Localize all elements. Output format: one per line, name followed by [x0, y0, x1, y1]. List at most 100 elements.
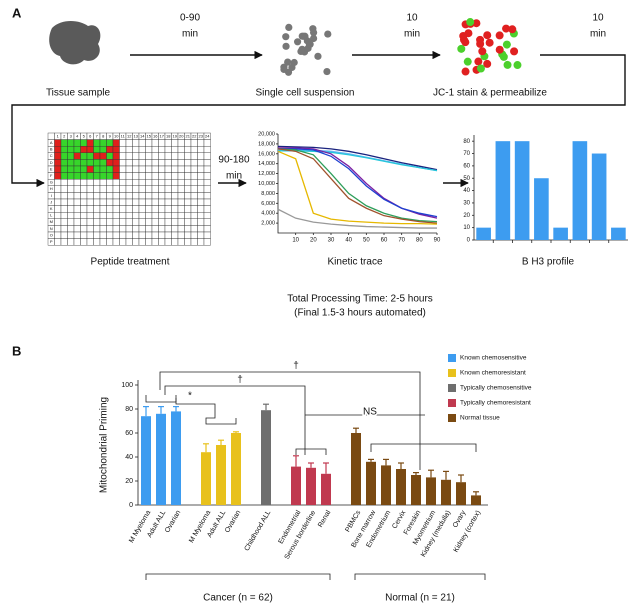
well [106, 178, 114, 186]
well [60, 218, 68, 226]
well [177, 178, 185, 186]
well [86, 198, 94, 206]
well [106, 205, 114, 213]
well [99, 192, 107, 200]
well [197, 218, 205, 226]
well [112, 172, 120, 180]
time-label: 0-90 [180, 13, 200, 24]
well [86, 238, 94, 246]
well [67, 198, 75, 206]
well [119, 172, 127, 180]
well [80, 231, 88, 239]
well [86, 152, 94, 160]
well [99, 198, 107, 206]
well [177, 211, 185, 219]
well [158, 205, 166, 213]
cell [483, 59, 492, 68]
y-axis-label: Mitochondrial Priming [99, 397, 110, 493]
well [106, 172, 114, 180]
well [80, 185, 88, 193]
well [112, 205, 120, 213]
y-tick-label: 10 [463, 225, 470, 231]
well [197, 205, 205, 213]
well [60, 159, 68, 167]
well [164, 211, 172, 219]
well [125, 145, 133, 153]
well [184, 238, 192, 246]
well [171, 218, 179, 226]
well [119, 159, 127, 167]
well [80, 178, 88, 186]
well [151, 178, 159, 186]
cell [502, 24, 511, 33]
y-tick-label: 80 [463, 139, 470, 145]
well [60, 185, 68, 193]
well [171, 152, 179, 160]
well [197, 165, 205, 173]
well [125, 218, 133, 226]
well [99, 205, 107, 213]
legend-label: Known chemoresistant [460, 370, 526, 377]
trace-line [278, 148, 438, 218]
well [158, 159, 166, 167]
well [184, 198, 192, 206]
well [54, 231, 62, 239]
cell [495, 45, 504, 54]
trace-line [277, 150, 438, 225]
well [197, 145, 205, 153]
legend-swatch [448, 354, 456, 362]
well [203, 185, 211, 193]
well [203, 238, 211, 246]
well [125, 198, 133, 206]
well [119, 238, 127, 246]
well [80, 218, 88, 226]
well [67, 238, 75, 246]
plate-column: 19 [173, 133, 178, 138]
well [93, 225, 101, 233]
well [184, 225, 192, 233]
well [60, 211, 68, 219]
well [203, 218, 211, 226]
plate-column: 8 [102, 133, 105, 138]
well [119, 198, 127, 206]
well [119, 165, 127, 173]
cell [461, 38, 470, 47]
cell [282, 33, 290, 41]
well [125, 152, 133, 160]
well [138, 159, 146, 167]
well [145, 218, 153, 226]
well [73, 145, 81, 153]
well [145, 198, 153, 206]
well [93, 152, 101, 160]
plate-column: 21 [186, 133, 191, 138]
y-tick-label: 6,000 [261, 201, 275, 207]
well [80, 152, 88, 160]
well [158, 145, 166, 153]
cell [474, 57, 483, 66]
well [60, 139, 68, 147]
well [164, 231, 172, 239]
time-label: min [590, 29, 606, 40]
well [145, 185, 153, 193]
well [158, 225, 166, 233]
well [197, 231, 205, 239]
well [177, 225, 185, 233]
well [177, 198, 185, 206]
well [190, 145, 198, 153]
well [106, 145, 114, 153]
y-tick-label: 60 [463, 163, 470, 169]
well [145, 172, 153, 180]
x-tick-label: 10 [292, 238, 299, 244]
well [145, 152, 153, 160]
well [132, 192, 140, 200]
well [184, 192, 192, 200]
well [164, 198, 172, 206]
cell [502, 40, 511, 49]
well [80, 192, 88, 200]
well [197, 178, 205, 186]
well [158, 231, 166, 239]
well [197, 185, 205, 193]
well [119, 225, 127, 233]
well [158, 139, 166, 147]
legend-label: Typically chemosensitive [460, 385, 532, 392]
